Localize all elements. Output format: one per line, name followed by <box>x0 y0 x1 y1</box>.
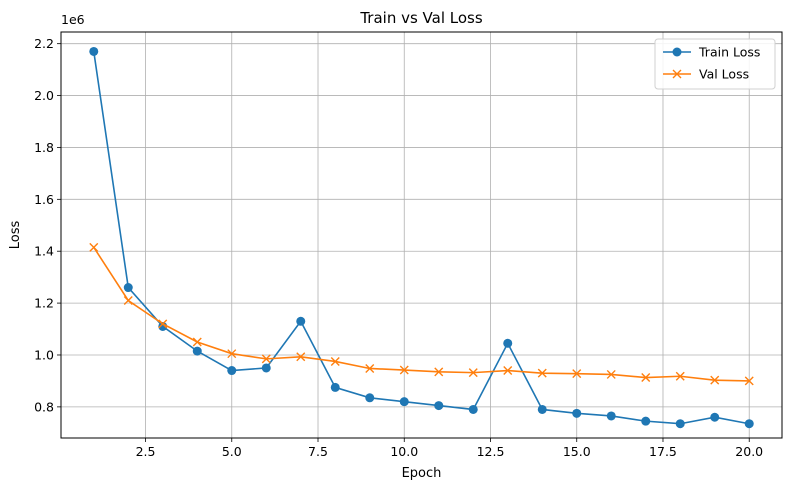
series-val-loss <box>89 242 754 386</box>
y-tick-label: 1.2 <box>34 296 54 311</box>
data-point <box>710 412 720 422</box>
data-point <box>89 46 99 56</box>
data-point <box>227 349 237 359</box>
data-point <box>296 316 306 326</box>
y-tick-label: 1.0 <box>34 347 54 362</box>
data-point <box>537 404 547 414</box>
data-point <box>572 408 582 418</box>
data-point <box>606 411 616 421</box>
y-tick-label: 1.6 <box>34 192 54 207</box>
x-tick-label: 7.5 <box>308 444 328 459</box>
x-tick-label: 15.0 <box>563 444 591 459</box>
data-point <box>606 369 616 379</box>
data-point <box>641 416 651 426</box>
legend-item: Train Loss <box>663 45 760 60</box>
data-point <box>192 337 202 347</box>
y-axis-title: Loss <box>8 221 23 250</box>
grid <box>61 32 782 438</box>
x-tick-label: 20.0 <box>735 444 763 459</box>
x-tick-label: 17.5 <box>649 444 677 459</box>
series-line <box>93 246 750 382</box>
y-tick-label: 1.8 <box>34 140 54 155</box>
data-point <box>330 356 340 366</box>
y-offset-label: 1e6 <box>61 12 85 27</box>
legend-item: Val Loss <box>663 67 749 82</box>
data-point <box>503 366 513 376</box>
series-train-loss <box>89 46 754 429</box>
data-point <box>330 382 340 392</box>
x-tick-label: 5.0 <box>222 444 242 459</box>
ticks: 2.5 5.0 7.5 10.0 12.5 15.0 17.5 20.0 0.8 1.0 1.2 1.… <box>34 36 763 459</box>
plot-frame <box>60 31 783 439</box>
x-tick-label: 12.5 <box>477 444 505 459</box>
data-point <box>123 283 133 293</box>
data-point <box>434 401 444 411</box>
data-point <box>261 363 271 373</box>
data-point <box>365 393 375 403</box>
legend-marker <box>672 69 682 79</box>
series-layer <box>89 46 754 429</box>
chart-title: Train vs Val Loss <box>359 9 483 27</box>
legend-marker <box>672 47 682 57</box>
data-point <box>675 371 685 381</box>
data-point <box>537 368 547 378</box>
data-point <box>468 368 478 378</box>
data-point <box>744 419 754 429</box>
data-point <box>365 363 375 373</box>
data-point <box>399 397 409 407</box>
data-point <box>296 352 306 362</box>
data-point <box>710 375 720 385</box>
legend-label: Val Loss <box>699 67 749 82</box>
y-tick-label: 1.4 <box>34 244 54 259</box>
data-point <box>503 338 513 348</box>
data-point <box>675 419 685 429</box>
y-tick-label: 0.8 <box>34 399 54 414</box>
y-tick-label: 2.0 <box>34 88 54 103</box>
data-point <box>572 369 582 379</box>
legend: Train Loss Val Loss <box>654 38 776 90</box>
data-point <box>468 404 478 414</box>
legend-label: Train Loss <box>698 45 760 60</box>
data-point <box>641 373 651 383</box>
data-point <box>158 319 168 329</box>
data-point <box>434 367 444 377</box>
data-point <box>89 242 99 252</box>
data-point <box>261 354 271 364</box>
data-point <box>123 296 133 305</box>
data-point <box>399 365 409 375</box>
series-line <box>92 51 750 425</box>
data-point <box>227 366 237 376</box>
y-tick-label: 2.2 <box>34 36 54 51</box>
data-point <box>744 376 754 386</box>
x-tick-label: 10.0 <box>390 444 418 459</box>
x-axis-title: Epoch <box>402 466 442 481</box>
x-tick-label: 2.5 <box>136 444 156 459</box>
data-point <box>192 346 202 356</box>
